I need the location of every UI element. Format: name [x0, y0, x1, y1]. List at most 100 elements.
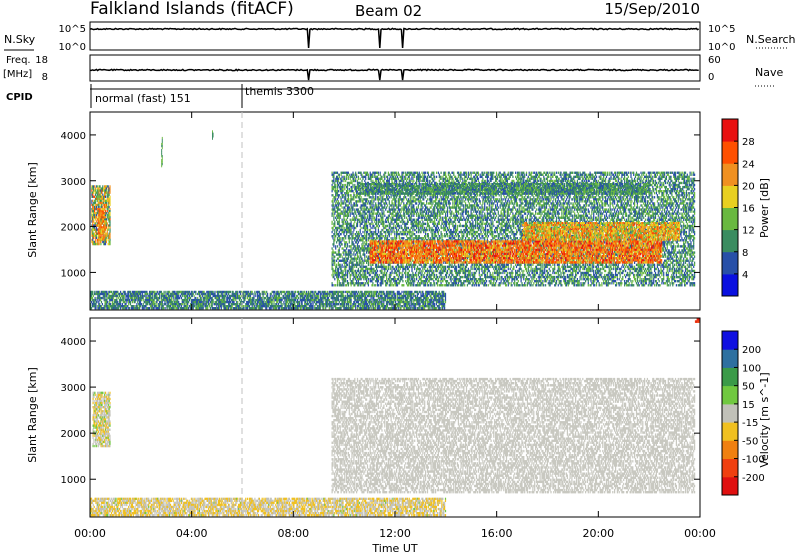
power-cell	[95, 239, 96, 241]
power-cell	[336, 266, 337, 268]
power-cell	[344, 219, 345, 221]
power-cell	[343, 237, 344, 239]
power-cell	[96, 237, 97, 239]
power-cell	[341, 233, 342, 235]
power-cell	[341, 204, 342, 206]
nave-label: Nave	[755, 66, 783, 79]
power-cell	[332, 200, 333, 202]
power-cell	[105, 243, 106, 245]
power-cell	[109, 202, 110, 204]
power-cell	[338, 258, 339, 260]
radar-chart: Falkland Islands (fitACF) Beam 02 15/Sep…	[0, 0, 800, 554]
power-cell	[346, 219, 347, 221]
power-cell	[340, 237, 341, 239]
power-cell	[334, 213, 335, 215]
power-cell	[347, 217, 348, 219]
power-cell	[109, 194, 110, 196]
power-cell	[212, 130, 213, 133]
power-cell	[103, 202, 104, 204]
power-cell	[92, 194, 93, 196]
cpid-label: CPID	[6, 92, 33, 103]
power-cell	[99, 216, 100, 218]
power-cell	[333, 178, 334, 180]
power-cell	[104, 198, 105, 200]
power-cell	[100, 208, 101, 210]
power-cell	[99, 230, 100, 232]
power-cell	[107, 210, 108, 212]
power-cell	[109, 220, 110, 222]
power-cell	[337, 280, 338, 282]
power-cell	[100, 234, 101, 236]
power-cell	[340, 245, 341, 247]
power-cell	[95, 200, 96, 202]
power-cell	[104, 234, 105, 236]
power-cell	[162, 141, 163, 143]
power-cell	[346, 241, 347, 243]
power-cell	[340, 282, 341, 284]
power-cell	[344, 231, 345, 233]
power-cell	[162, 157, 163, 159]
power-cell	[333, 243, 334, 245]
power-cell	[109, 222, 110, 224]
power-cell	[100, 241, 101, 243]
power-cell	[347, 211, 348, 213]
power-cell	[339, 235, 340, 237]
power-cell	[340, 239, 341, 241]
power-cell	[345, 213, 346, 215]
power-cell	[343, 282, 344, 284]
power-cell	[338, 180, 339, 182]
power-cell	[340, 217, 341, 219]
power-cell	[102, 210, 103, 212]
power-cell	[339, 227, 340, 229]
power-cell	[109, 218, 110, 220]
power-cell	[345, 280, 346, 282]
power-cell	[342, 239, 343, 241]
power-cell	[334, 223, 335, 225]
power-cell	[107, 222, 108, 224]
nsky-tick-top: 10^5	[59, 24, 86, 35]
power-cell	[109, 216, 110, 218]
power-cell	[345, 180, 346, 182]
power-cell	[340, 264, 341, 266]
power-cell	[109, 237, 110, 239]
power-cell	[99, 192, 100, 194]
power-cell	[104, 208, 105, 210]
power-cell	[342, 206, 343, 208]
power-cell	[343, 202, 344, 204]
power-cell	[333, 241, 334, 243]
power-cell	[333, 188, 334, 190]
power-cell	[109, 192, 110, 194]
power-cell	[344, 178, 345, 180]
power-cell	[335, 184, 336, 186]
power-cell	[339, 274, 340, 276]
power-cell	[345, 270, 346, 272]
power-cell	[109, 233, 110, 235]
power-cell	[343, 223, 344, 225]
power-cell	[337, 284, 338, 286]
power-cell	[335, 284, 336, 286]
power-cell	[335, 217, 336, 219]
power-cell	[332, 182, 333, 184]
power-cell	[342, 264, 343, 266]
power-cell	[162, 161, 163, 163]
power-cell	[96, 231, 97, 233]
power-cell	[340, 215, 341, 217]
power-cell	[104, 226, 105, 228]
power-cell	[332, 184, 333, 186]
power-cell	[102, 185, 103, 187]
power-cell	[106, 237, 107, 239]
power-cell	[101, 234, 102, 236]
power-cell	[108, 185, 109, 187]
cpid-segment-1: normal (fast) 151	[95, 92, 191, 105]
power-cell	[109, 208, 110, 210]
power-cell	[337, 192, 338, 194]
power-cell	[95, 189, 96, 191]
power-cell	[339, 202, 340, 204]
power-cell	[106, 241, 107, 243]
power-cell	[336, 260, 337, 262]
power-cell	[341, 227, 342, 229]
power-cell	[109, 235, 110, 237]
power-cell	[101, 222, 102, 224]
power-cell	[109, 241, 110, 243]
power-cell	[332, 262, 333, 264]
